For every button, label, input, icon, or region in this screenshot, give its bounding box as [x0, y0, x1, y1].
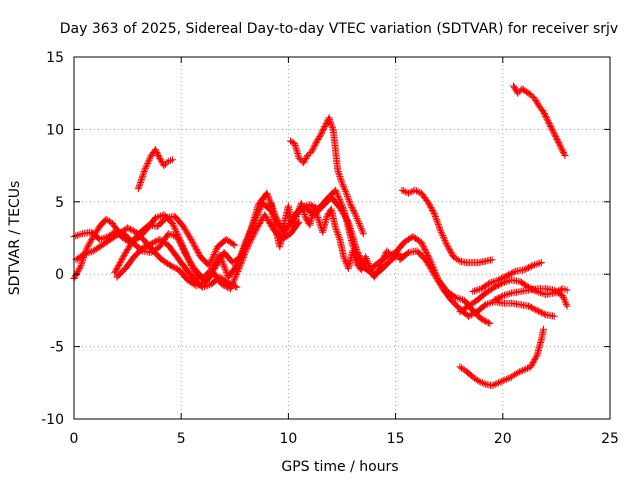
- series-points: [111, 212, 239, 277]
- chart-title: Day 363 of 2025, Sidereal Day-to-day VTE…: [60, 21, 618, 37]
- plot-frame: [73, 56, 611, 420]
- series-points: [490, 285, 571, 310]
- series-track-n: [456, 325, 547, 390]
- series-points: [267, 199, 395, 281]
- x-tick-label: 25: [601, 431, 619, 447]
- series-points: [456, 325, 547, 390]
- x-tick-label: 0: [70, 431, 79, 447]
- y-axis-title: SDTVAR / TECUs: [7, 181, 23, 296]
- x-tick-label: 10: [279, 431, 297, 447]
- series-points: [287, 114, 367, 238]
- y-tick-label: 5: [55, 195, 64, 211]
- series-points: [396, 247, 558, 320]
- series-track-h: [267, 199, 395, 281]
- x-tick-label: 20: [494, 431, 512, 447]
- x-tick-label: 5: [177, 431, 186, 447]
- y-tick-label: 15: [46, 50, 64, 66]
- data-marks: [70, 82, 571, 390]
- series-track-i: [398, 186, 496, 267]
- series-track-f: [134, 146, 177, 193]
- y-tick-label: -10: [41, 412, 64, 428]
- series-track-j: [396, 247, 558, 320]
- y-tick-label: 10: [46, 122, 64, 138]
- x-axis-title: GPS time / hours: [281, 459, 398, 475]
- series-track-m: [490, 285, 571, 310]
- y-tick-label: 0: [55, 267, 64, 283]
- series-track-o: [510, 82, 569, 159]
- series-points: [134, 146, 177, 193]
- series-track-e: [113, 235, 241, 291]
- series-points: [469, 259, 545, 296]
- series-points: [113, 235, 241, 291]
- series-points: [510, 82, 569, 159]
- series-track-l: [469, 259, 545, 296]
- series-track-d: [111, 212, 239, 277]
- x-tick-label: 15: [387, 431, 405, 447]
- axis-ticks: 0 5 10 15 20 25 -10 -5 0 5 10 15: [41, 50, 619, 447]
- series-points: [398, 186, 496, 267]
- series-track-g: [287, 114, 367, 238]
- y-tick-label: -5: [50, 340, 64, 356]
